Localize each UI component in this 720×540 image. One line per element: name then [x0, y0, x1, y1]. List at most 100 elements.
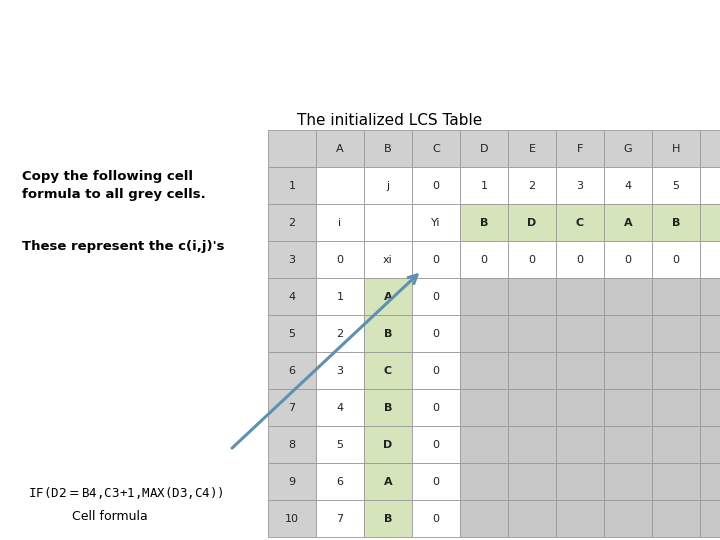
Text: D: D: [480, 144, 488, 153]
Bar: [460, 204, 508, 241]
Bar: [316, 500, 364, 537]
Bar: [508, 315, 556, 352]
Bar: [700, 426, 720, 463]
Text: These represent the c(i,j)'s: These represent the c(i,j)'s: [22, 240, 225, 253]
Bar: [268, 463, 316, 500]
Text: Cell formula: Cell formula: [72, 510, 148, 523]
Bar: [268, 241, 316, 278]
Bar: [652, 204, 700, 241]
Text: 6: 6: [336, 476, 343, 487]
Bar: [556, 241, 604, 278]
Bar: [652, 130, 700, 167]
Text: 1: 1: [480, 180, 487, 191]
Text: i: i: [338, 218, 341, 227]
Bar: [316, 463, 364, 500]
Bar: [364, 204, 412, 241]
Text: A: A: [384, 292, 392, 301]
Bar: [364, 352, 412, 389]
Bar: [508, 389, 556, 426]
Text: j: j: [387, 180, 390, 191]
Text: 0: 0: [624, 254, 631, 265]
Bar: [556, 130, 604, 167]
Text: 4: 4: [289, 292, 296, 301]
Bar: [700, 130, 720, 167]
Bar: [604, 352, 652, 389]
Bar: [556, 426, 604, 463]
Text: 0: 0: [433, 180, 439, 191]
Bar: [652, 167, 700, 204]
Bar: [364, 315, 412, 352]
Text: 2: 2: [336, 328, 343, 339]
Text: 0: 0: [433, 440, 439, 449]
Text: xi: xi: [383, 254, 393, 265]
Bar: [364, 426, 412, 463]
Text: A: A: [336, 144, 344, 153]
Bar: [604, 463, 652, 500]
Text: B: B: [384, 328, 392, 339]
Bar: [412, 130, 460, 167]
Bar: [460, 278, 508, 315]
Bar: [652, 500, 700, 537]
Bar: [316, 167, 364, 204]
Bar: [316, 389, 364, 426]
Bar: [556, 278, 604, 315]
Bar: [652, 315, 700, 352]
Bar: [412, 315, 460, 352]
Text: 1: 1: [289, 180, 295, 191]
Bar: [652, 463, 700, 500]
Bar: [460, 426, 508, 463]
Bar: [268, 315, 316, 352]
Text: B: B: [672, 218, 680, 227]
Text: B: B: [384, 514, 392, 524]
Bar: [508, 167, 556, 204]
Text: B: B: [480, 218, 488, 227]
Text: 2: 2: [289, 218, 296, 227]
Bar: [460, 352, 508, 389]
Bar: [652, 278, 700, 315]
Bar: [604, 500, 652, 537]
Text: 2: 2: [528, 180, 536, 191]
Text: 0: 0: [433, 402, 439, 413]
Text: Copy the following cell
formula to all grey cells.: Copy the following cell formula to all g…: [22, 170, 206, 201]
Text: 4: 4: [336, 402, 343, 413]
Text: 7: 7: [336, 514, 343, 524]
Bar: [316, 315, 364, 352]
Bar: [364, 500, 412, 537]
Bar: [700, 352, 720, 389]
Bar: [460, 241, 508, 278]
Text: 3: 3: [336, 366, 343, 375]
Bar: [364, 241, 412, 278]
Text: F: F: [577, 144, 583, 153]
Bar: [700, 278, 720, 315]
Bar: [652, 389, 700, 426]
Text: 0: 0: [433, 366, 439, 375]
Bar: [412, 389, 460, 426]
Text: 0: 0: [577, 254, 583, 265]
Bar: [700, 167, 720, 204]
Text: Dynamic Programming From An Excel Perspective: Dynamic Programming From An Excel Perspe…: [22, 31, 485, 49]
Bar: [460, 500, 508, 537]
Bar: [316, 426, 364, 463]
Bar: [556, 500, 604, 537]
Bar: [700, 463, 720, 500]
Bar: [652, 352, 700, 389]
Text: D: D: [527, 218, 536, 227]
Bar: [556, 352, 604, 389]
Text: 3: 3: [289, 254, 295, 265]
Bar: [412, 167, 460, 204]
Bar: [508, 500, 556, 537]
Bar: [412, 500, 460, 537]
Bar: [316, 278, 364, 315]
Bar: [508, 241, 556, 278]
Text: 0: 0: [433, 476, 439, 487]
Text: 0: 0: [528, 254, 536, 265]
Bar: [460, 315, 508, 352]
Bar: [412, 204, 460, 241]
Bar: [508, 463, 556, 500]
Bar: [268, 278, 316, 315]
Bar: [316, 241, 364, 278]
Bar: [508, 130, 556, 167]
Text: 0: 0: [433, 254, 439, 265]
Text: A: A: [624, 218, 632, 227]
Bar: [604, 278, 652, 315]
